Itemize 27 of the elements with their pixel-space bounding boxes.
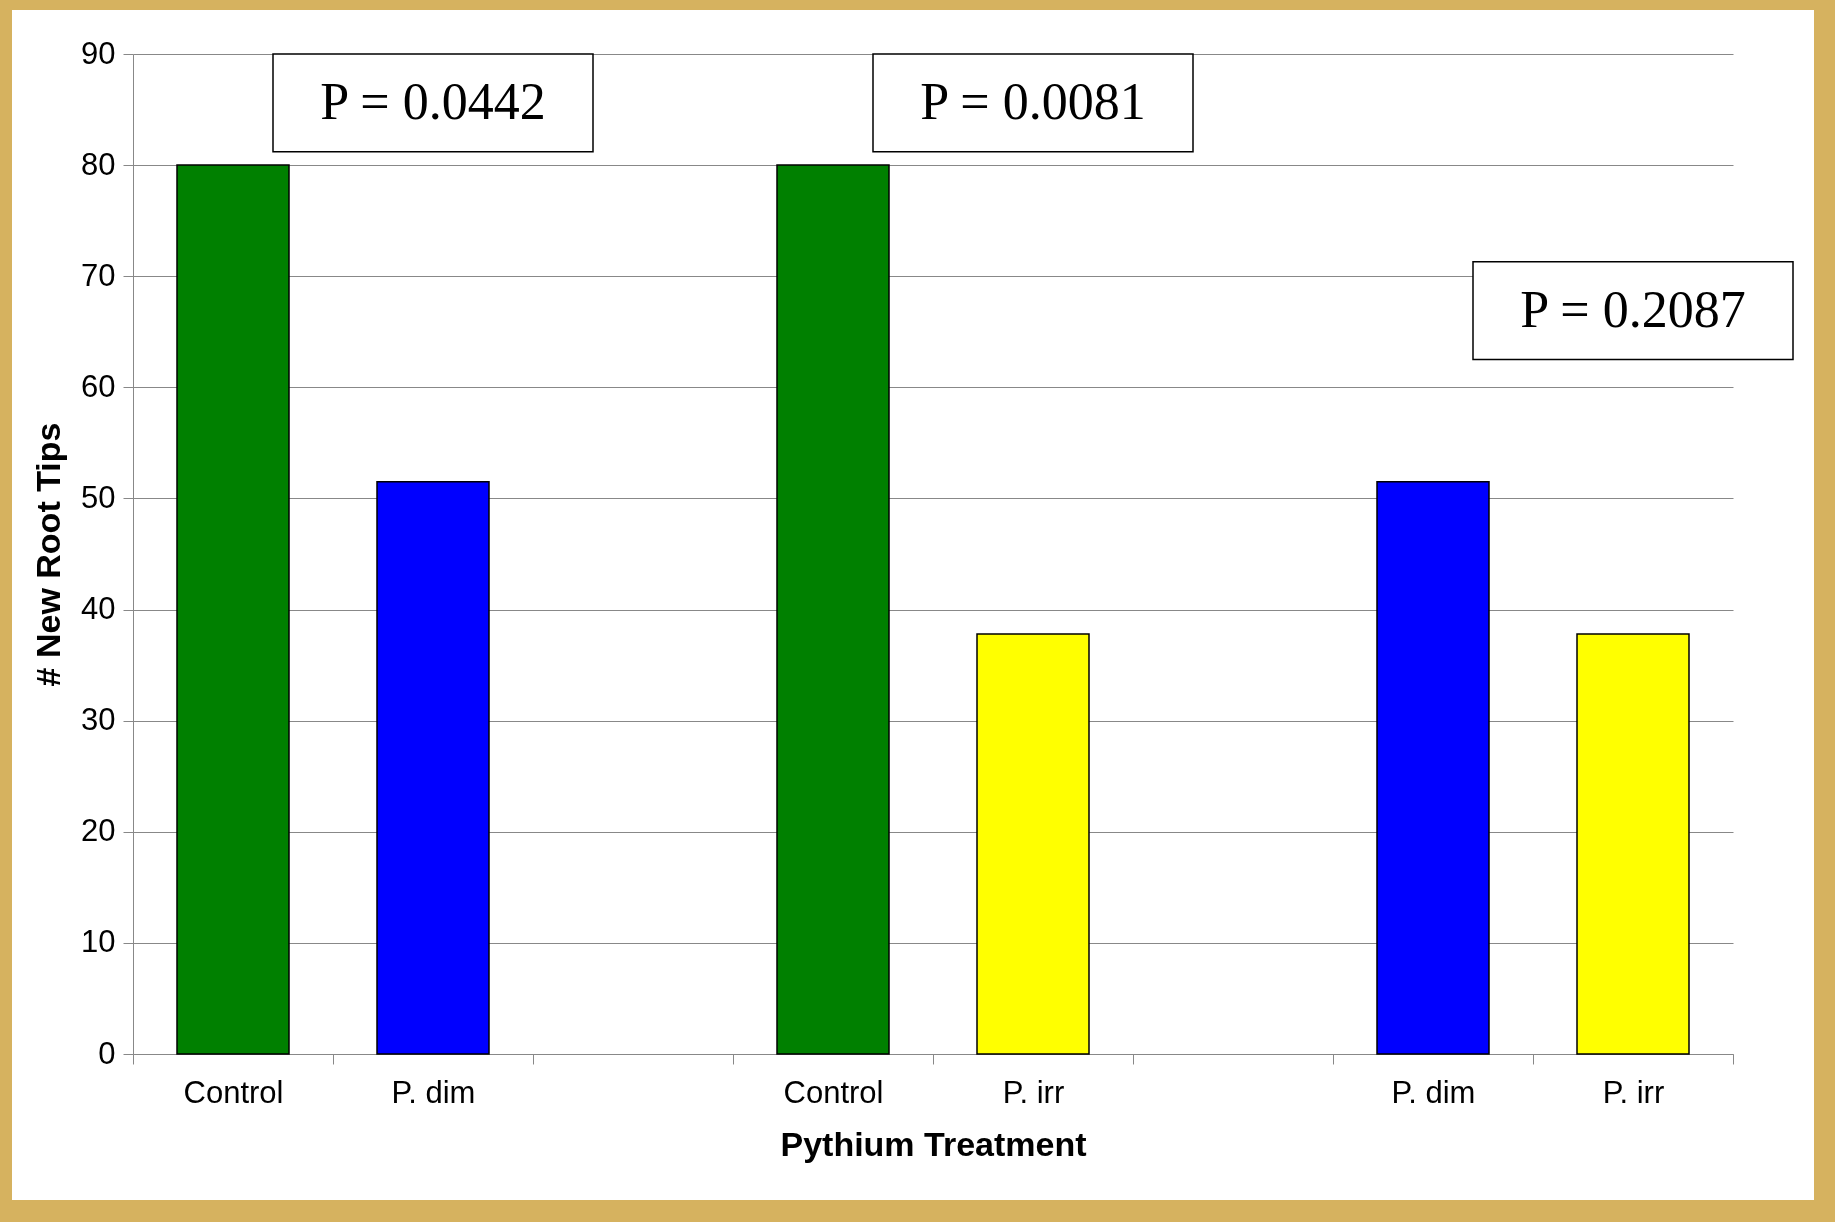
bar [1576,633,1690,1055]
bar [976,633,1090,1055]
bar [776,164,890,1055]
y-tick-label: 60 [81,368,116,404]
y-tick-label: 70 [81,257,116,293]
y-tick-label: 30 [81,702,116,738]
y-tick-label: 50 [81,479,116,515]
x-tick-label: P. irr [1602,1074,1665,1110]
annotation: P = 0.2087 [1520,280,1746,338]
x-tick-label: Control [783,1074,884,1110]
x-tick-label: P. dim [391,1074,476,1110]
y-tick-label: 0 [98,1035,116,1071]
y-axis-title: # New Root Tips [29,422,68,687]
bar [176,164,290,1055]
x-tick-label: P. irr [1002,1074,1065,1110]
bar [376,481,490,1055]
y-tick-label: 90 [81,35,116,71]
annotation: P = 0.0442 [320,72,546,130]
x-axis-title: Pythium Treatment [780,1124,1087,1163]
x-tick-label: P. dim [1391,1074,1476,1110]
y-tick-label: 10 [81,924,116,960]
annotation: P = 0.0081 [920,72,1146,130]
y-tick-label: 40 [81,591,116,627]
y-tick-label: 80 [81,146,116,182]
bar [1376,481,1490,1055]
y-tick-label: 20 [81,813,116,849]
x-tick-label: Control [183,1074,284,1110]
